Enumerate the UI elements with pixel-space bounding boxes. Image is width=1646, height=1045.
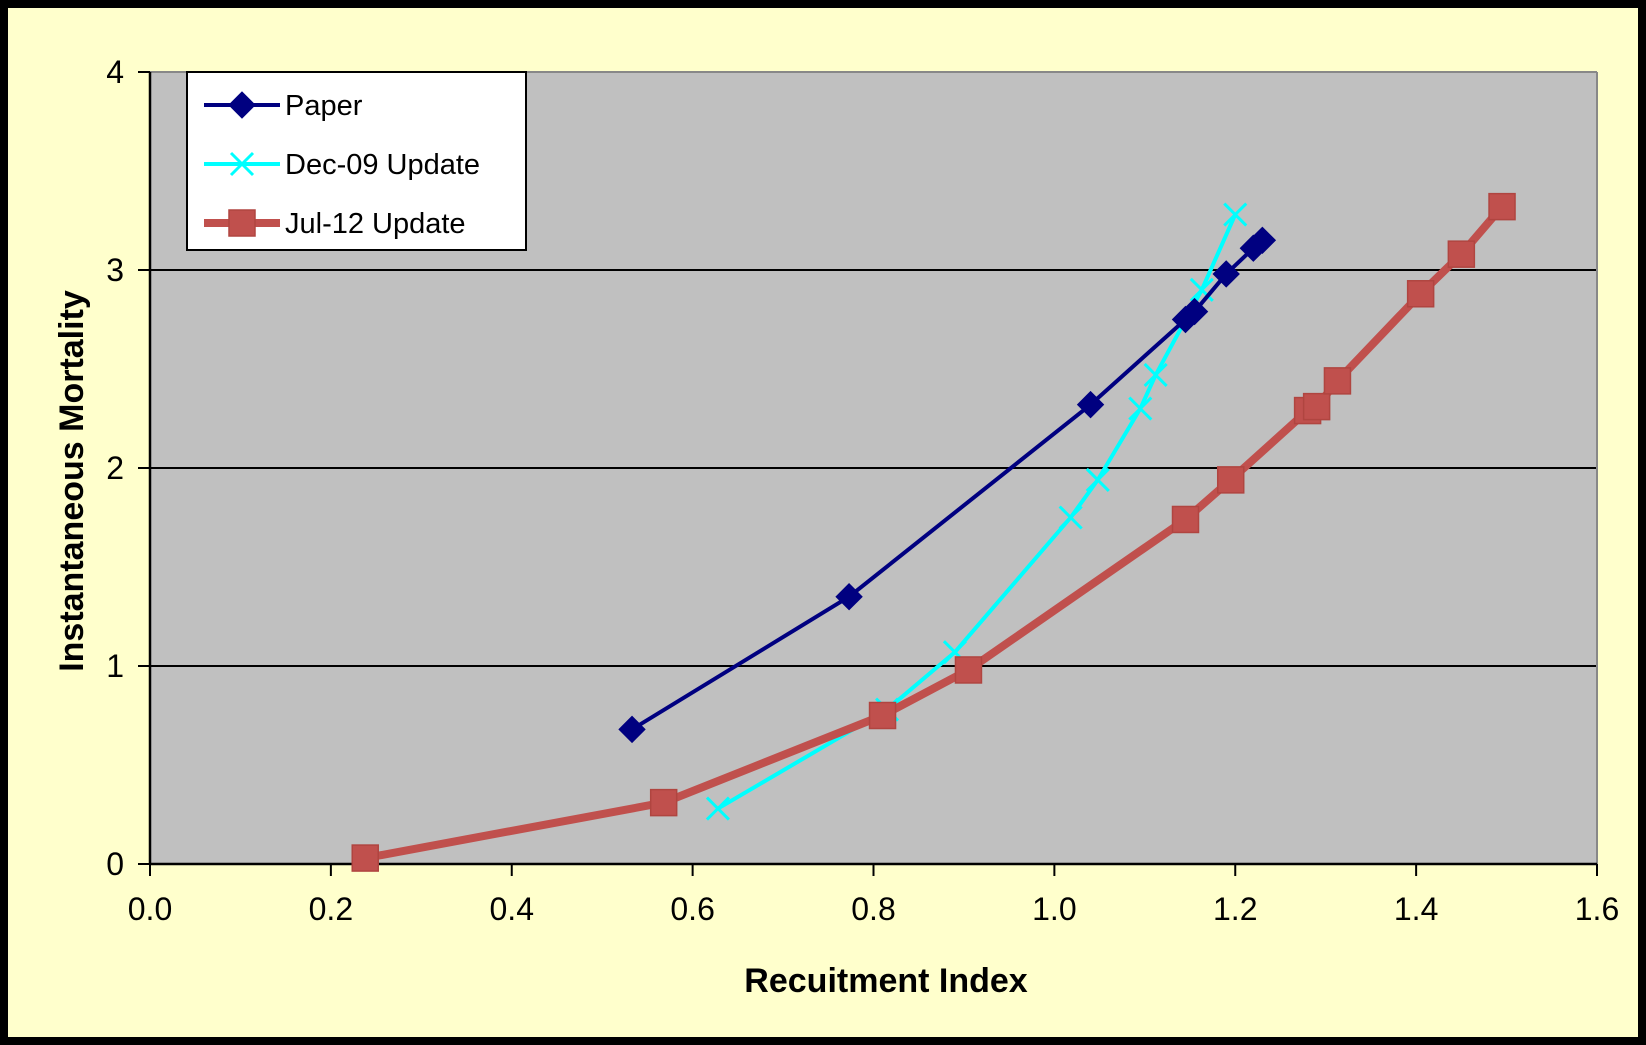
data-point-square xyxy=(1216,466,1245,494)
legend: Paper Dec-09 Update Jul-12 Update xyxy=(186,71,527,251)
legend-label: Dec-09 Update xyxy=(285,149,480,181)
x-axis-title: Recuitment Index xyxy=(744,962,1027,1000)
legend-item: Dec-09 Update xyxy=(204,149,480,181)
series-paper xyxy=(618,226,1277,744)
data-point-diamond xyxy=(1076,390,1105,419)
data-point-square xyxy=(228,209,256,237)
data-point-diamond xyxy=(835,582,863,611)
y-axis-title: Instantaneous Mortality xyxy=(53,290,91,672)
series-jul-12-update xyxy=(351,192,1516,872)
data-point-x xyxy=(1223,202,1248,227)
data-point-square xyxy=(649,788,678,817)
data-point-square xyxy=(868,701,897,730)
data-point-x-stroke xyxy=(1058,505,1083,530)
data-point-x xyxy=(1058,505,1083,530)
y-tick-label: 3 xyxy=(106,252,124,288)
series-group xyxy=(351,192,1516,872)
data-point-diamond xyxy=(1180,297,1209,326)
x-tick-label: 0.6 xyxy=(670,891,714,927)
x-tick-label: 0.8 xyxy=(851,891,895,927)
legend-item: Jul-12 Update xyxy=(204,208,466,240)
data-point-diamond xyxy=(1248,226,1277,255)
data-point-x-stroke xyxy=(1143,362,1168,388)
y-tick-label: 1 xyxy=(106,648,124,684)
data-point-square xyxy=(954,656,983,684)
legend-label: Paper xyxy=(285,90,363,122)
x-tick-label: 1.4 xyxy=(1394,891,1438,927)
data-point-square xyxy=(1488,192,1516,221)
x-tick-label: 0.0 xyxy=(128,891,172,927)
data-point-square xyxy=(1323,367,1352,395)
data-point-x-stroke xyxy=(1223,202,1248,227)
data-point-x xyxy=(705,796,731,821)
x-tick-label: 1.2 xyxy=(1213,891,1257,927)
data-point-square xyxy=(351,844,379,872)
data-point-x xyxy=(1143,362,1168,388)
data-point-square xyxy=(1302,392,1331,421)
data-point-x xyxy=(1128,396,1153,421)
y-tick-label: 4 xyxy=(106,54,124,90)
x-tick-label: 1.6 xyxy=(1575,891,1619,927)
data-point-x-stroke xyxy=(229,151,255,177)
data-point-x-stroke xyxy=(1085,467,1110,492)
data-point-square xyxy=(1447,240,1476,268)
data-point-diamond xyxy=(1212,260,1240,288)
x-tick-label: 0.4 xyxy=(490,891,534,927)
legend-label: Jul-12 Update xyxy=(285,208,466,240)
x-tick-label: 1.0 xyxy=(1032,891,1076,927)
data-point-x xyxy=(229,151,255,177)
axes: 0 1 2 3 4 0.0 0.2 0.4 0.6 0.8 1.0 1.2 1.4 1.6 xyxy=(106,54,1619,927)
gridlines xyxy=(150,269,1597,667)
data-point-diamond xyxy=(618,715,646,744)
y-tick-label: 0 xyxy=(106,846,124,882)
data-point-x xyxy=(1085,467,1110,492)
data-point-x-stroke xyxy=(705,796,731,821)
data-point-x-stroke xyxy=(1128,396,1153,421)
legend-item: Paper xyxy=(204,90,363,122)
x-tick-label: 0.2 xyxy=(309,891,353,927)
data-point-diamond xyxy=(228,91,256,119)
data-point-x-stroke xyxy=(942,640,967,665)
data-point-x-stroke xyxy=(1189,277,1214,302)
data-point-square xyxy=(1406,280,1435,308)
data-point-square xyxy=(1171,505,1200,534)
y-tick-label: 2 xyxy=(106,450,124,486)
